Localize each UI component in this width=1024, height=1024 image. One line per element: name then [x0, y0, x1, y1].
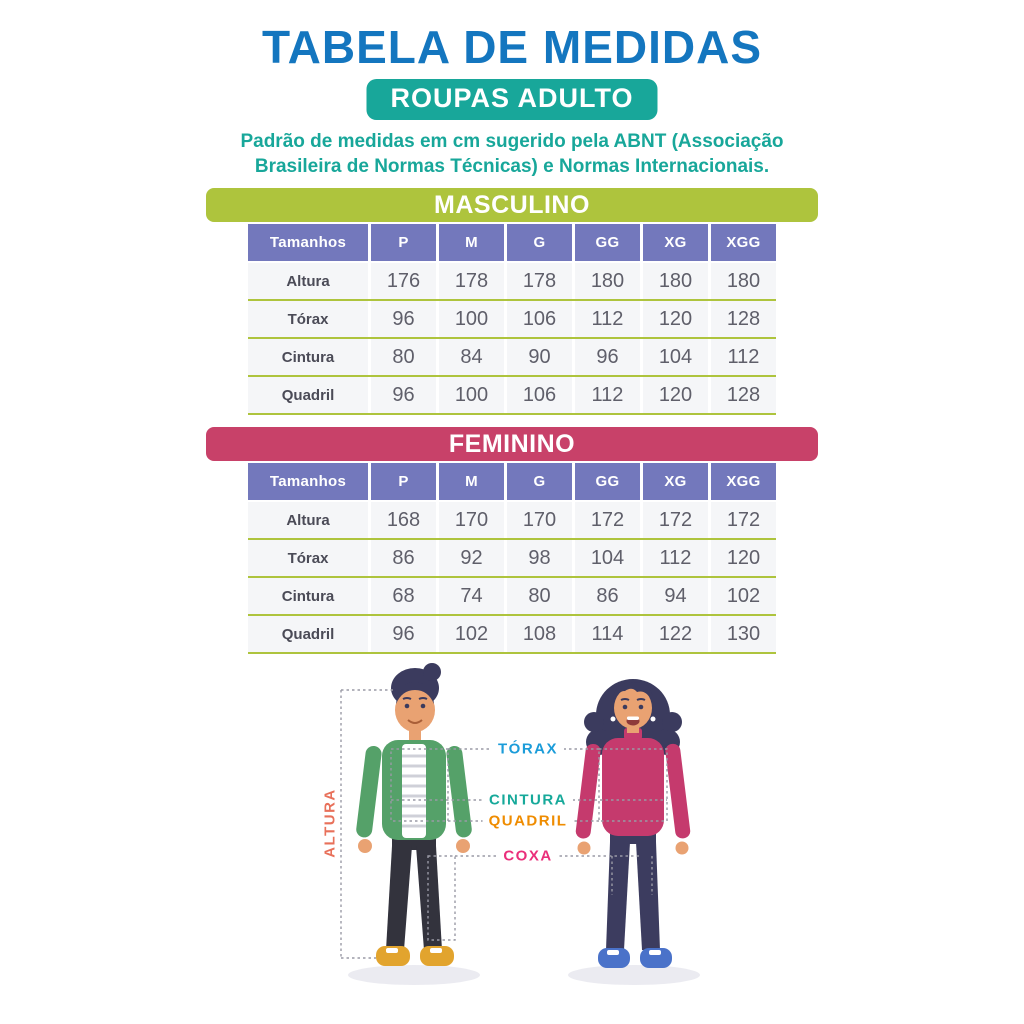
row-label: Quadril	[248, 616, 368, 652]
measurement-value: 96	[371, 301, 436, 337]
table-row: Quadril 96 100 106 112 120 128	[248, 377, 776, 415]
measurement-value: 96	[575, 339, 640, 375]
table-row: Quadril 96 102 108 114 122 130	[248, 616, 776, 654]
measurement-value: 68	[371, 578, 436, 614]
measurement-value: 86	[371, 540, 436, 576]
cintura-label: CINTURA	[483, 790, 573, 810]
measurement-value: 80	[371, 339, 436, 375]
row-label: Quadril	[248, 377, 368, 413]
measurement-value: 172	[643, 502, 708, 538]
page-title: TABELA DE MEDIDAS	[262, 21, 762, 73]
measurement-value: 96	[371, 616, 436, 652]
table-row: Tórax 96 100 106 112 120 128	[248, 301, 776, 339]
measurement-value: 128	[711, 377, 776, 413]
column-header: P	[371, 224, 436, 261]
table-header-row: Tamanhos P M G GG XG XGG	[248, 224, 776, 261]
measurement-value: 180	[575, 263, 640, 299]
measurement-value: 104	[643, 339, 708, 375]
table-row: Cintura 80 84 90 96 104 112	[248, 339, 776, 377]
measurement-value: 106	[507, 301, 572, 337]
column-header: GG	[575, 224, 640, 261]
measurement-value: 112	[575, 377, 640, 413]
table-row: Cintura 68 74 80 86 94 102	[248, 578, 776, 616]
column-header: GG	[575, 463, 640, 500]
coxa-label: COXA	[497, 846, 559, 866]
measurement-value: 176	[371, 263, 436, 299]
subtitle-badge: ROUPAS ADULTO	[366, 79, 658, 120]
measurement-value: 94	[643, 578, 708, 614]
measurement-value: 80	[507, 578, 572, 614]
column-header: XGG	[711, 224, 776, 261]
measurement-value: 180	[643, 263, 708, 299]
table-row: Altura 168 170 170 172 172 172	[248, 502, 776, 540]
man-shadow	[348, 965, 480, 985]
man-illustration	[356, 663, 472, 966]
measurement-value: 104	[575, 540, 640, 576]
measurement-value: 102	[439, 616, 504, 652]
table-row: Altura 176 178 178 180 180 180	[248, 263, 776, 301]
measurement-value: 90	[507, 339, 572, 375]
measurement-value: 168	[371, 502, 436, 538]
measurement-value: 130	[711, 616, 776, 652]
measurement-value: 100	[439, 301, 504, 337]
table-row: Tórax 86 92 98 104 112 120	[248, 540, 776, 578]
measurement-value: 120	[711, 540, 776, 576]
column-header: M	[439, 463, 504, 500]
measurement-value: 180	[711, 263, 776, 299]
measurement-value: 92	[439, 540, 504, 576]
column-header: XG	[643, 224, 708, 261]
description-text: Padrão de medidas em cm sugerido pela AB…	[240, 131, 784, 178]
measurement-value: 112	[575, 301, 640, 337]
measurement-value: 128	[711, 301, 776, 337]
row-label: Altura	[248, 263, 368, 299]
column-header: Tamanhos	[248, 463, 368, 500]
measurement-value: 172	[711, 502, 776, 538]
measurement-value: 96	[371, 377, 436, 413]
measurement-value: 112	[643, 540, 708, 576]
measurement-value: 178	[439, 263, 504, 299]
table-header-row: Tamanhos P M G GG XG XGG	[248, 463, 776, 500]
section-header-feminino: FEMININO	[206, 427, 818, 461]
measurement-value: 108	[507, 616, 572, 652]
measurement-value: 170	[439, 502, 504, 538]
measurement-value: 120	[643, 377, 708, 413]
row-label: Cintura	[248, 339, 368, 375]
measurement-value: 114	[575, 616, 640, 652]
measurement-value: 84	[439, 339, 504, 375]
measurement-value: 112	[711, 339, 776, 375]
column-header: XG	[643, 463, 708, 500]
woman-illustration	[575, 679, 691, 968]
measurement-value: 172	[575, 502, 640, 538]
measurement-value: 86	[575, 578, 640, 614]
row-label: Cintura	[248, 578, 368, 614]
column-header: Tamanhos	[248, 224, 368, 261]
row-label: Tórax	[248, 301, 368, 337]
quadril-label: QUADRIL	[482, 811, 574, 831]
measurement-value: 170	[507, 502, 572, 538]
row-label: Altura	[248, 502, 368, 538]
column-header: G	[507, 463, 572, 500]
column-header: M	[439, 224, 504, 261]
row-label: Tórax	[248, 540, 368, 576]
measurement-value: 74	[439, 578, 504, 614]
woman-shadow	[568, 965, 700, 985]
measurement-value: 100	[439, 377, 504, 413]
measurement-value: 122	[643, 616, 708, 652]
measurement-value: 98	[507, 540, 572, 576]
torax-label: TÓRAX	[492, 739, 564, 759]
section-header-masculino: MASCULINO	[206, 188, 818, 222]
measurement-value: 106	[507, 377, 572, 413]
altura-label: ALTURA	[320, 782, 340, 864]
column-header: P	[371, 463, 436, 500]
measurement-value: 178	[507, 263, 572, 299]
measurement-value: 120	[643, 301, 708, 337]
table-feminino: Tamanhos P M G GG XG XGG Altura 168 170 170 172 172 1…	[248, 463, 776, 654]
column-header: G	[507, 224, 572, 261]
measurement-value: 102	[711, 578, 776, 614]
column-header: XGG	[711, 463, 776, 500]
table-masculino: Tamanhos P M G GG XG XGG Altura 176 178 178 180 180 1…	[248, 224, 776, 415]
